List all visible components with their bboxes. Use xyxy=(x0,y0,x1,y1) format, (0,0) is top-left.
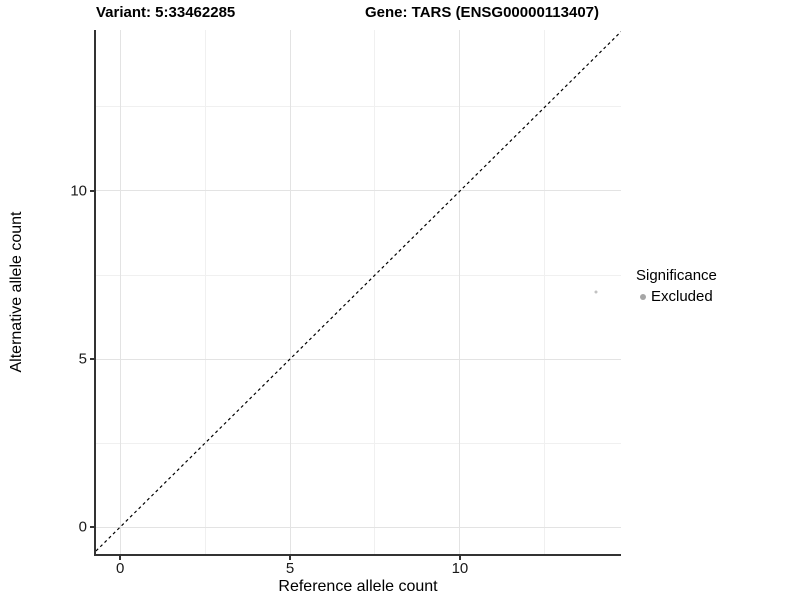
x-major-gridline xyxy=(289,30,291,555)
y-tick-mark xyxy=(90,526,94,529)
x-major-gridline xyxy=(119,30,121,555)
x-minor-gridline xyxy=(374,30,376,555)
y-tick-label: 5 xyxy=(78,350,87,368)
plot-panel xyxy=(96,30,621,555)
y-tick-label: 10 xyxy=(70,182,87,200)
x-tick-mark xyxy=(119,556,122,560)
y-tick-mark xyxy=(90,358,94,361)
legend-item-excluded: Excluded xyxy=(636,289,717,305)
x-tick-mark xyxy=(289,556,292,560)
x-tick-mark xyxy=(458,556,461,560)
x-major-gridline xyxy=(459,30,461,555)
y-minor-gridline xyxy=(96,442,621,444)
plot-title-gene: Gene: TARS (ENSG00000113407) xyxy=(365,4,600,21)
y-major-gridline xyxy=(96,358,621,360)
legend: Significance Excluded xyxy=(636,266,717,305)
y-tick-label: 0 xyxy=(78,518,87,536)
legend-point-icon xyxy=(640,294,646,300)
x-minor-gridline xyxy=(204,30,206,555)
y-major-gridline xyxy=(96,190,621,192)
legend-item-label: Excluded xyxy=(651,288,713,305)
y-axis-title: Alternative allele count xyxy=(8,211,25,373)
y-minor-gridline xyxy=(96,106,621,108)
x-tick-label: 10 xyxy=(451,560,469,577)
y-major-gridline xyxy=(96,526,621,528)
data-point xyxy=(594,290,598,294)
y-axis-line xyxy=(94,30,96,556)
y-tick-mark xyxy=(90,189,94,192)
identity-line xyxy=(96,31,621,552)
y-minor-gridline xyxy=(96,274,621,276)
plot-title-variant: Variant: 5:33462285 xyxy=(96,4,236,21)
x-tick-label: 5 xyxy=(285,560,295,577)
legend-title: Significance xyxy=(636,267,717,284)
x-tick-label: 0 xyxy=(115,560,125,577)
x-axis-title: Reference allele count xyxy=(278,578,438,595)
x-axis-line xyxy=(94,554,621,556)
x-minor-gridline xyxy=(544,30,546,555)
